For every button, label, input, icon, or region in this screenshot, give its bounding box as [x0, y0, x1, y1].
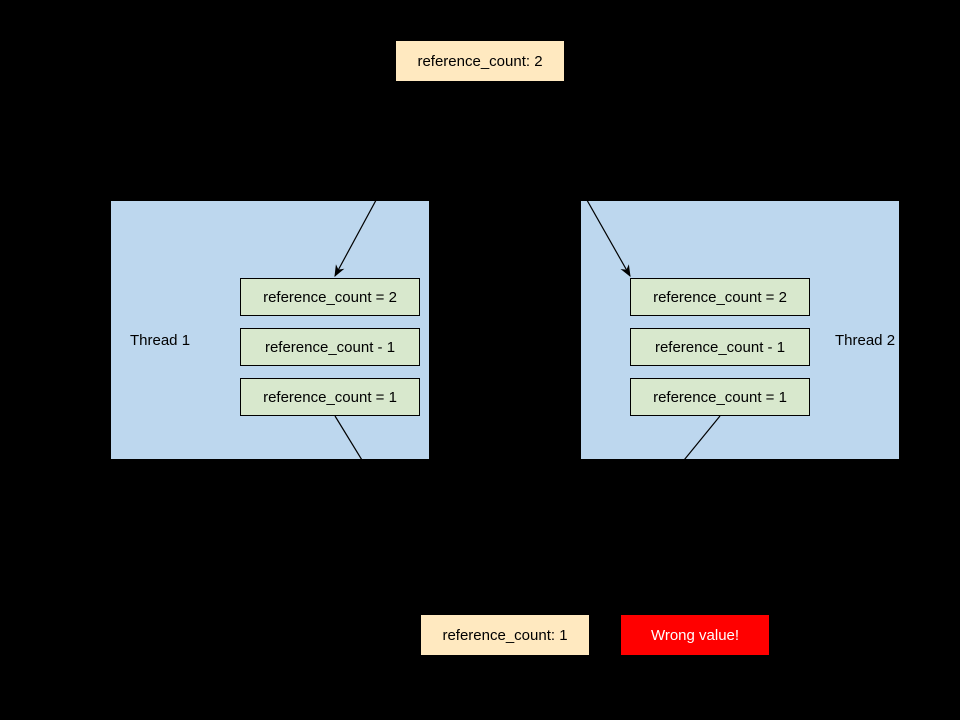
thread-2-step-2: reference_count - 1: [630, 328, 810, 366]
thread-1-step-2-label: reference_count - 1: [265, 339, 395, 356]
bottom-reference-count-label: reference_count: 1: [442, 627, 567, 644]
thread-1-step-3-label: reference_count = 1: [263, 389, 397, 406]
bottom-reference-count-box: reference_count: 1: [420, 614, 590, 656]
thread-1-step-1-label: reference_count = 2: [263, 289, 397, 306]
wrong-value-label: Wrong value!: [651, 627, 739, 644]
thread-2-step-2-label: reference_count - 1: [655, 339, 785, 356]
thread-2-label: Thread 2: [835, 332, 895, 349]
thread-1-step-1: reference_count = 2: [240, 278, 420, 316]
top-reference-count-label: reference_count: 2: [417, 53, 542, 70]
top-reference-count-box: reference_count: 2: [395, 40, 565, 82]
thread-2-step-1-label: reference_count = 2: [653, 289, 787, 306]
thread-1-step-2: reference_count - 1: [240, 328, 420, 366]
wrong-value-box: Wrong value!: [620, 614, 770, 656]
thread-2-step-1: reference_count = 2: [630, 278, 810, 316]
thread-2-step-3: reference_count = 1: [630, 378, 810, 416]
thread-1-step-3: reference_count = 1: [240, 378, 420, 416]
thread-1-label: Thread 1: [130, 332, 190, 349]
thread-2-step-3-label: reference_count = 1: [653, 389, 787, 406]
